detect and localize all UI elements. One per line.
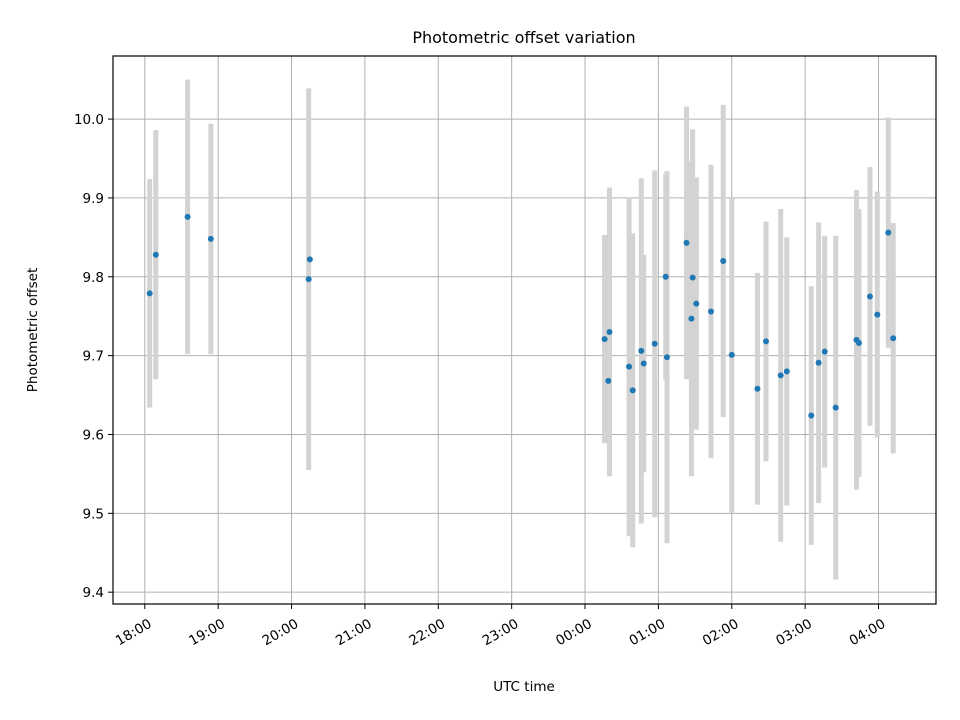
data-point — [306, 256, 313, 263]
x-axis-label: UTC time — [493, 679, 555, 695]
data-point — [152, 251, 159, 258]
data-point — [626, 363, 633, 370]
data-point — [707, 308, 714, 315]
data-point — [720, 258, 727, 265]
data-point — [855, 340, 862, 347]
data-point — [605, 377, 612, 384]
data-point — [629, 387, 636, 394]
data-point — [890, 335, 897, 342]
data-point — [763, 338, 770, 345]
y-tick-label: 9.5 — [83, 506, 104, 522]
y-tick-label: 10.0 — [74, 112, 104, 128]
data-point — [689, 274, 696, 281]
data-point — [821, 348, 828, 355]
y-tick-label: 9.8 — [83, 270, 104, 286]
data-point — [601, 336, 608, 343]
y-tick-label: 9.7 — [83, 349, 104, 365]
chart-title: Photometric offset variation — [412, 28, 635, 47]
data-point — [640, 360, 647, 367]
y-axis-ticks: 9.4 9.5 9.6 9.7 9.8 9.9 10.0 — [74, 112, 113, 601]
data-point — [651, 340, 658, 347]
data-point — [688, 315, 695, 322]
plot-area-frame — [112, 55, 937, 605]
data-point — [885, 229, 892, 236]
data-point — [207, 235, 214, 242]
y-tick-label: 9.4 — [83, 585, 104, 601]
data-point — [832, 404, 839, 411]
data-point — [777, 372, 784, 379]
data-point — [683, 239, 690, 246]
data-point — [866, 293, 873, 300]
data-point — [693, 300, 700, 307]
data-points — [146, 213, 897, 419]
data-point — [754, 385, 761, 392]
y-tick-label: 9.9 — [83, 191, 104, 207]
data-point — [783, 368, 790, 375]
data-point — [815, 359, 822, 366]
data-point — [728, 351, 735, 358]
data-point — [874, 311, 881, 318]
data-point — [146, 290, 153, 297]
data-point — [662, 273, 669, 280]
data-point — [305, 276, 312, 283]
y-tick-label: 9.6 — [83, 427, 104, 443]
data-point — [808, 412, 815, 419]
grid-lines — [113, 56, 936, 604]
data-point — [606, 328, 613, 335]
data-point — [184, 213, 191, 220]
y-axis-label: Photometric offset — [25, 268, 41, 392]
data-point — [638, 347, 645, 354]
data-point — [663, 354, 670, 361]
